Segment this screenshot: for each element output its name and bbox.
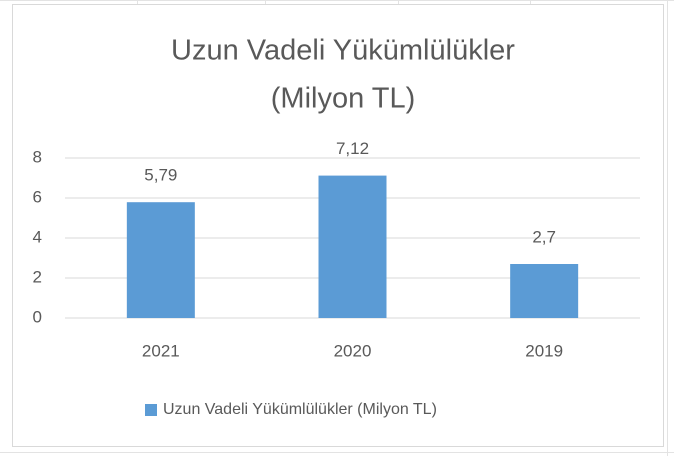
x-tick-label: 2021 [142, 341, 180, 360]
y-tick-label: 2 [33, 267, 42, 286]
bar [126, 202, 195, 318]
data-label: 2,7 [532, 227, 556, 246]
y-tick-label: 8 [33, 147, 42, 166]
y-tick-label: 0 [33, 307, 42, 326]
bar [318, 175, 387, 318]
data-label: 5,79 [144, 166, 177, 185]
legend-label: Uzun Vadeli Yükümlülükler (Milyon TL) [163, 401, 437, 418]
y-tick-label: 6 [33, 187, 42, 206]
x-tick-label: 2019 [525, 341, 563, 360]
bar [510, 264, 579, 318]
x-tick-label: 2020 [334, 341, 372, 360]
chart-title: Uzun Vadeli Yükümlülükler [171, 35, 515, 67]
chart-title: (Milyon TL) [271, 83, 416, 115]
y-tick-label: 4 [33, 227, 42, 246]
legend-swatch [145, 404, 157, 416]
data-label: 7,12 [336, 139, 369, 158]
